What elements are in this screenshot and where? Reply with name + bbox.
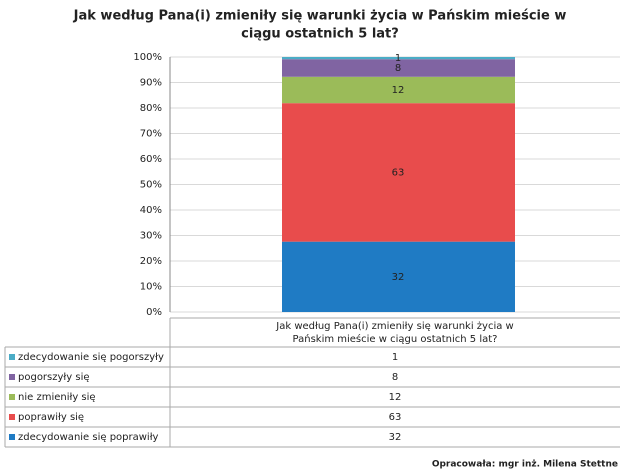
bar-segment — [282, 103, 515, 242]
legend-label: zdecydowanie się pogorszyły — [18, 352, 164, 363]
data-label: 32 — [392, 272, 405, 283]
data-label: 63 — [392, 167, 405, 178]
table-value: 1 — [392, 352, 398, 363]
bar-segment — [282, 76, 515, 104]
legend-key — [9, 374, 15, 380]
y-tick-label: 10% — [140, 282, 162, 293]
legend-key — [9, 354, 15, 360]
table-value: 63 — [389, 412, 402, 423]
table-value: 32 — [389, 432, 402, 443]
y-tick-label: 70% — [140, 129, 162, 140]
y-tick-label: 100% — [133, 52, 162, 63]
legend-label: nie zmieniły się — [18, 392, 96, 403]
legend-key — [9, 394, 15, 400]
y-tick-label: 60% — [140, 154, 162, 165]
table-value: 8 — [392, 372, 398, 383]
legend-key — [9, 434, 15, 440]
category-label: Pańskim mieście w ciągu ostatnich 5 lat? — [293, 333, 498, 345]
bar-segment — [282, 59, 515, 77]
chart-title: Jak według Pana(i) zmieniły się warunki … — [73, 9, 567, 24]
y-tick-label: 90% — [140, 78, 162, 89]
y-tick-label: 50% — [140, 180, 162, 191]
data-label: 12 — [392, 85, 405, 96]
category-label: Jak według Pana(i) zmieniły się warunki … — [275, 321, 513, 332]
legend-key — [9, 414, 15, 420]
legend-label: poprawiły się — [18, 412, 84, 423]
table-value: 12 — [389, 392, 402, 403]
footer: Opracowała: mgr inż. Milena Stettne — [432, 460, 618, 470]
data-label: 8 — [395, 63, 401, 74]
legend-label: pogorszyły się — [18, 372, 90, 383]
y-tick-label: 0% — [146, 307, 162, 318]
data-label: 1 — [395, 53, 401, 64]
bar-segment — [282, 241, 515, 312]
bar-segment — [282, 57, 515, 60]
chart-title: ciągu ostatnich 5 lat? — [241, 27, 399, 42]
y-tick-label: 40% — [140, 205, 162, 216]
y-tick-label: 20% — [140, 256, 162, 267]
y-tick-label: 80% — [140, 103, 162, 114]
y-tick-label: 30% — [140, 231, 162, 242]
legend-label: zdecydowanie się poprawiły — [18, 432, 159, 443]
